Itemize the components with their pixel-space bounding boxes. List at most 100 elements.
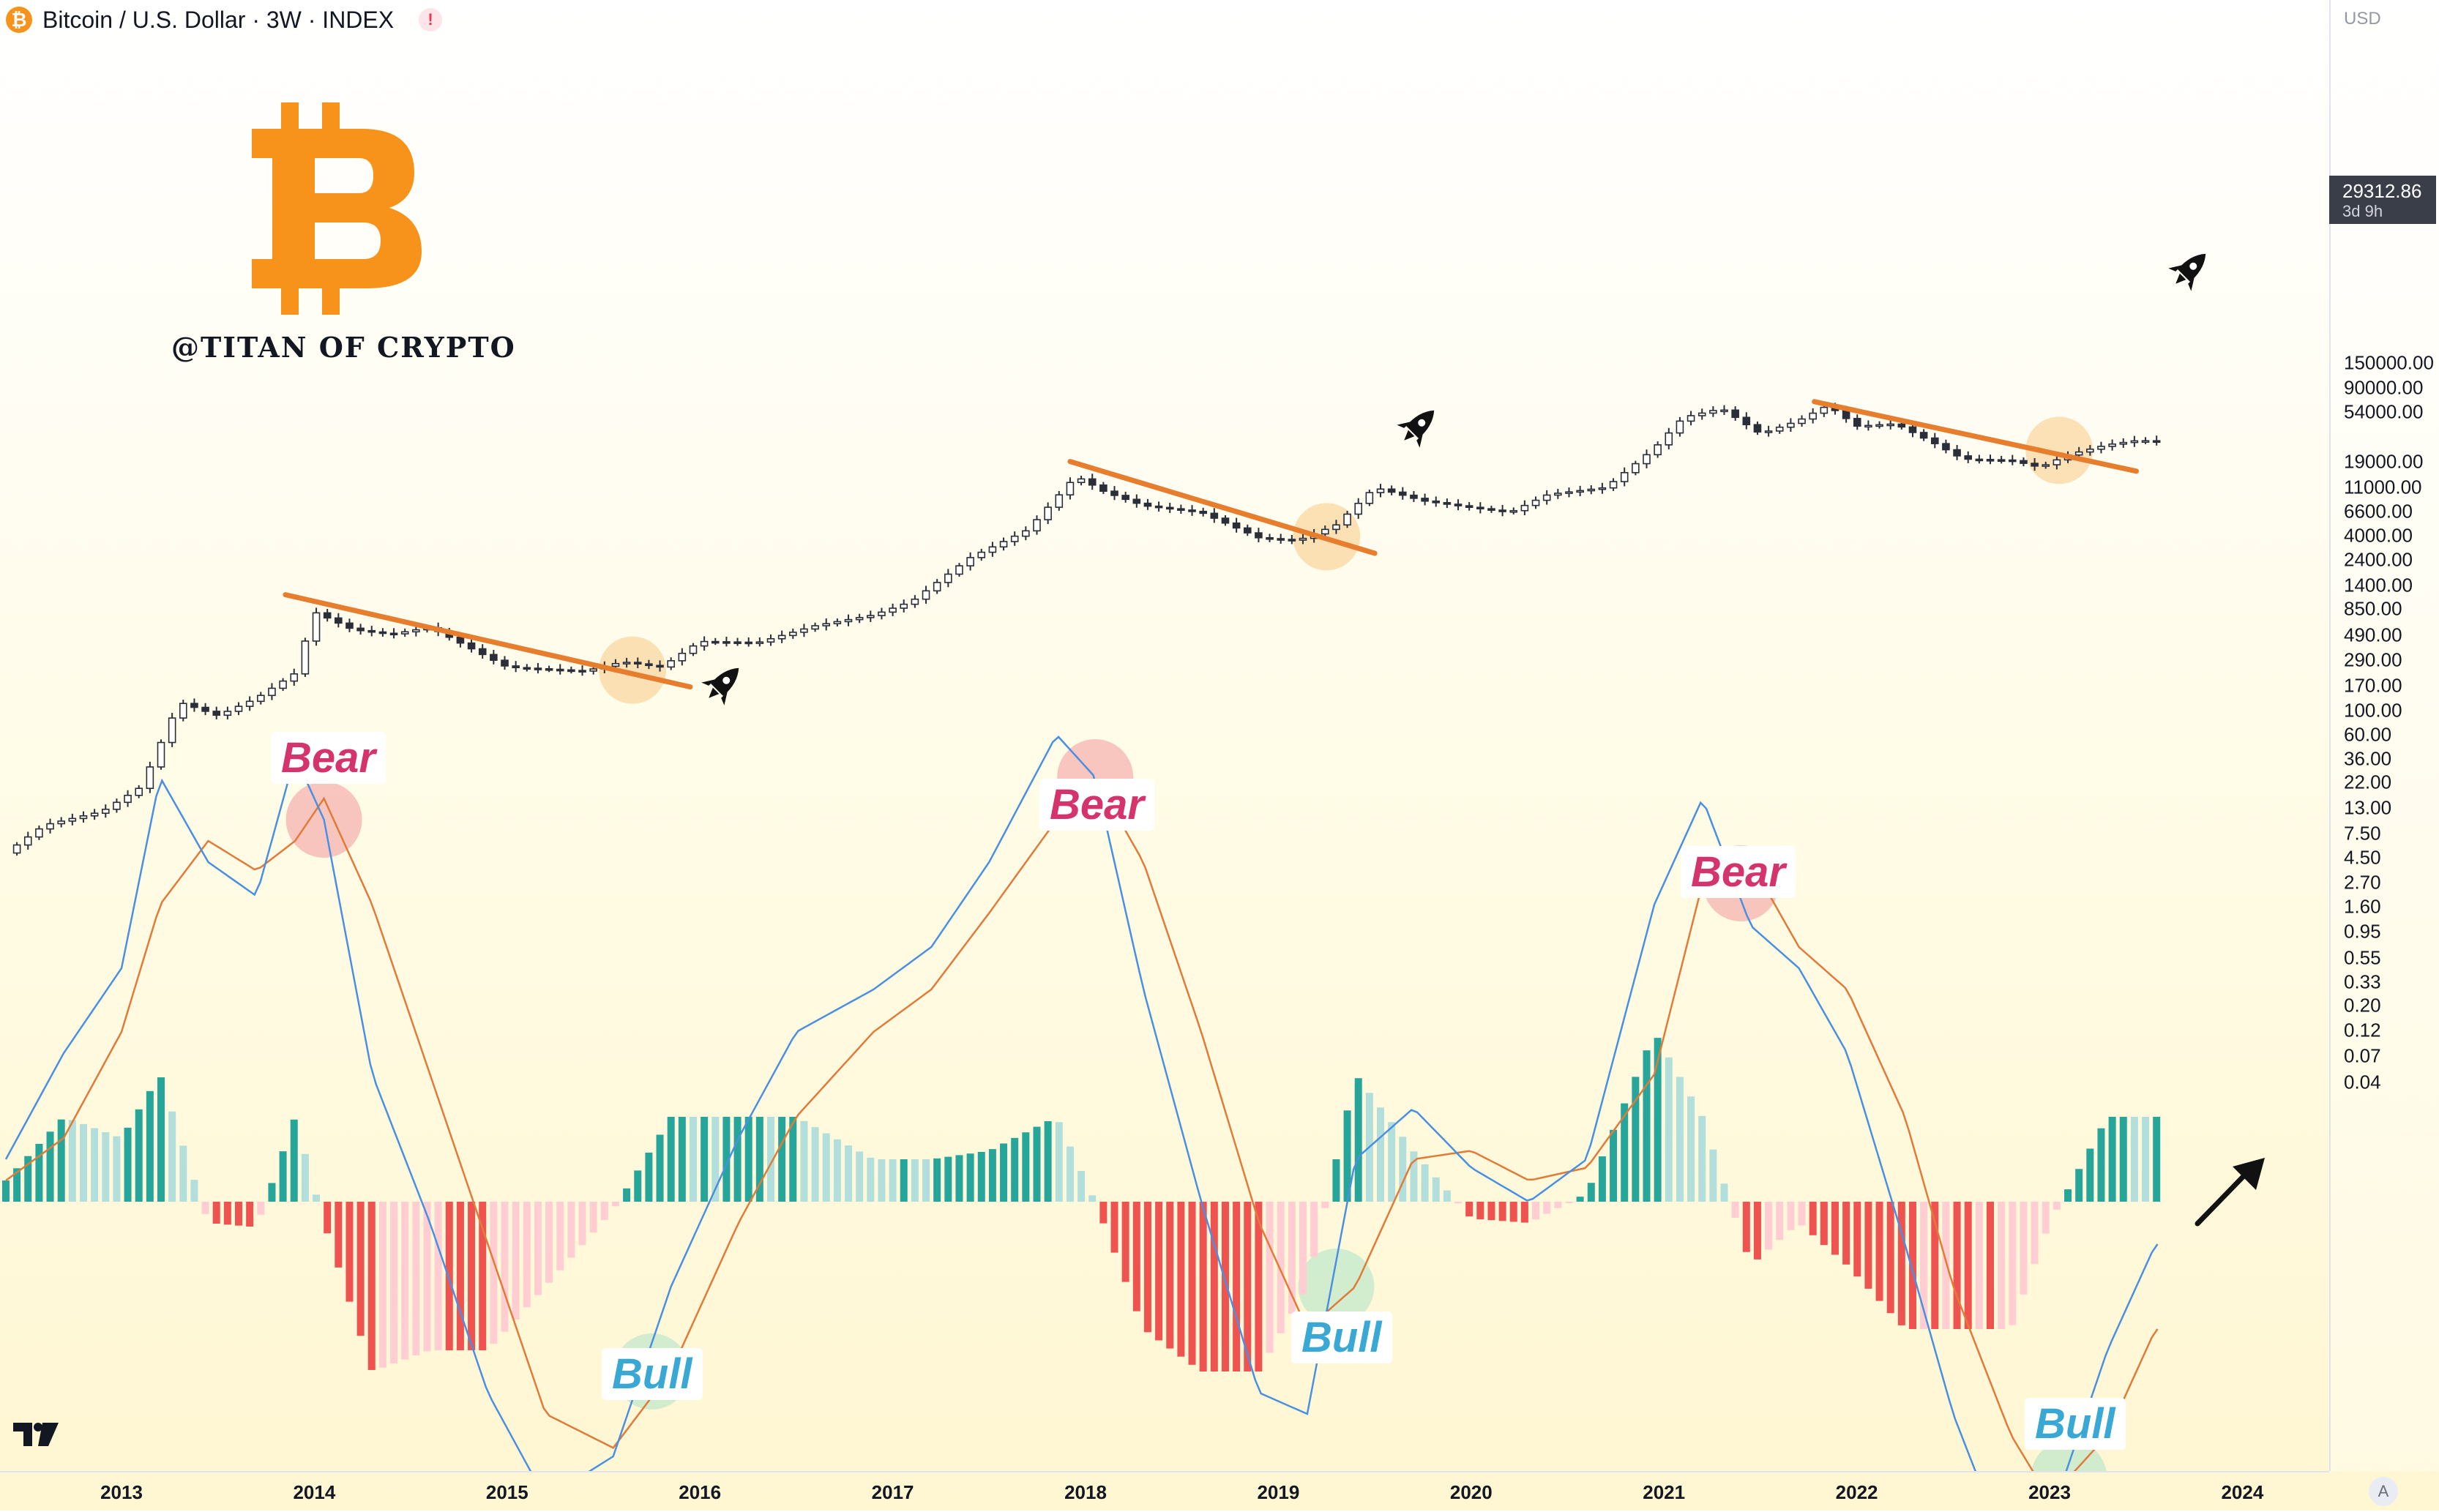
candle-up [1332,524,1340,531]
histogram-bar [356,1202,365,1336]
candle-down [1088,478,1097,486]
year-tick: 2017 [871,1481,914,1503]
histogram-bar [645,1152,653,1202]
candle-up [1055,494,1064,508]
histogram-bar [1188,1202,1196,1365]
price-tick: 100.00 [2344,699,2402,722]
candle-down [1199,510,1207,514]
histogram-bar [711,1117,720,1202]
price-tick: 36.00 [2344,747,2392,770]
candle-down [545,667,553,671]
candle-up [223,711,232,716]
candle-down [1919,432,1928,439]
histogram-bar [257,1202,265,1215]
histogram-bar [2042,1202,2050,1234]
histogram-bar [401,1202,409,1360]
candle-up [1365,492,1374,504]
histogram-bar [867,1157,875,1202]
candle-down [323,612,332,619]
candle-down [1731,409,1739,419]
histogram-bar [1621,1103,1629,1202]
histogram-bar [1798,1202,1806,1226]
candle-up [1609,481,1618,489]
histogram-bar [1897,1202,1905,1325]
candle-up [2074,451,2083,456]
price-tick: 19000.00 [2344,450,2424,473]
histogram-bar [1011,1137,1019,1202]
histogram-bar [279,1151,287,1202]
bitcoin-coin-icon: ₿ [6,7,32,33]
candle-down [456,636,465,644]
symbol-title[interactable]: Bitcoin / U.S. Dollar · 3W · INDEX [42,6,395,33]
year-tick: 2013 [100,1481,143,1503]
candle-up [2042,464,2050,467]
histogram-bar [534,1202,542,1295]
time-axis[interactable]: 2013 2014 2015 2016 2017 2018 2019 2020 2021 2022… [0,1471,2329,1512]
histogram-bar [135,1109,143,1202]
candle-up [257,695,265,703]
price-tick: 0.33 [2344,970,2381,993]
histogram-bar [733,1117,742,1202]
candle-up [1509,509,1518,513]
candle-down [1398,491,1407,496]
candle-up [766,637,775,643]
year-tick: 2019 [1257,1481,1300,1503]
histogram-bar [1177,1202,1185,1357]
candle-up [689,645,698,654]
histogram-bar [301,1153,309,1202]
price-tick: 1400.00 [2344,574,2413,596]
histogram-bar [878,1159,886,1202]
candle-down [1964,455,1973,460]
histogram-bar [634,1170,642,1202]
candle-up [811,625,819,630]
histogram-bar [1266,1202,1274,1353]
price-tick: 490.00 [2344,624,2402,646]
price-tick: 7.50 [2344,822,2381,845]
histogram-bar [1077,1170,1086,1202]
alert-icon[interactable]: ! [419,8,443,31]
histogram-bar [1676,1077,1684,1202]
histogram-bar [1498,1202,1506,1221]
year-tick: 2022 [1835,1481,1878,1503]
histogram-bar [1543,1202,1551,1214]
price-scale[interactable]: USD 150000.00 90000.00 54000.00 19000.00 110… [2329,0,2439,1471]
bull-label: Bull [1291,1311,1392,1363]
candle-down [467,642,476,650]
histogram-bar [1033,1126,1041,1202]
candle-down [1266,536,1274,540]
histogram-bar [833,1139,841,1202]
bull-circle [1298,1249,1375,1325]
histogram-bar [1720,1183,1728,1202]
price-tick: 13.00 [2344,796,2392,819]
candle-down [1986,459,1995,462]
arrow-icon [2195,1169,2250,1227]
histogram-bar [1310,1202,1318,1257]
candle-up [788,632,797,637]
downtrend-line [1067,459,1378,556]
price-tick: 1.60 [2344,895,2381,918]
histogram-bar [1864,1202,1872,1289]
candle-up [1764,430,1773,433]
histogram-bar [1998,1202,2006,1329]
candle-down [1443,502,1452,505]
candle-up [977,551,986,558]
histogram-bar [79,1123,87,1202]
histogram-bar [1643,1050,1651,1202]
histogram-bar [1055,1122,1063,1202]
histogram-bar [190,1180,198,1202]
candle-down [1165,506,1174,510]
histogram-bar [146,1090,154,1202]
candle-up [833,621,842,624]
histogram-bar [1421,1164,1429,1202]
rocket-icon [1397,410,1435,448]
histogram-bar [235,1202,243,1226]
candle-down [356,627,365,632]
candle-up [944,573,952,583]
candle-up [1565,491,1573,494]
breakout-circle [2025,416,2093,484]
candle-up [290,673,299,682]
auto-scale-button[interactable]: A [2369,1477,2398,1506]
histogram-bar [91,1128,99,1202]
candle-up [234,706,243,712]
histogram-bar [1143,1202,1151,1333]
